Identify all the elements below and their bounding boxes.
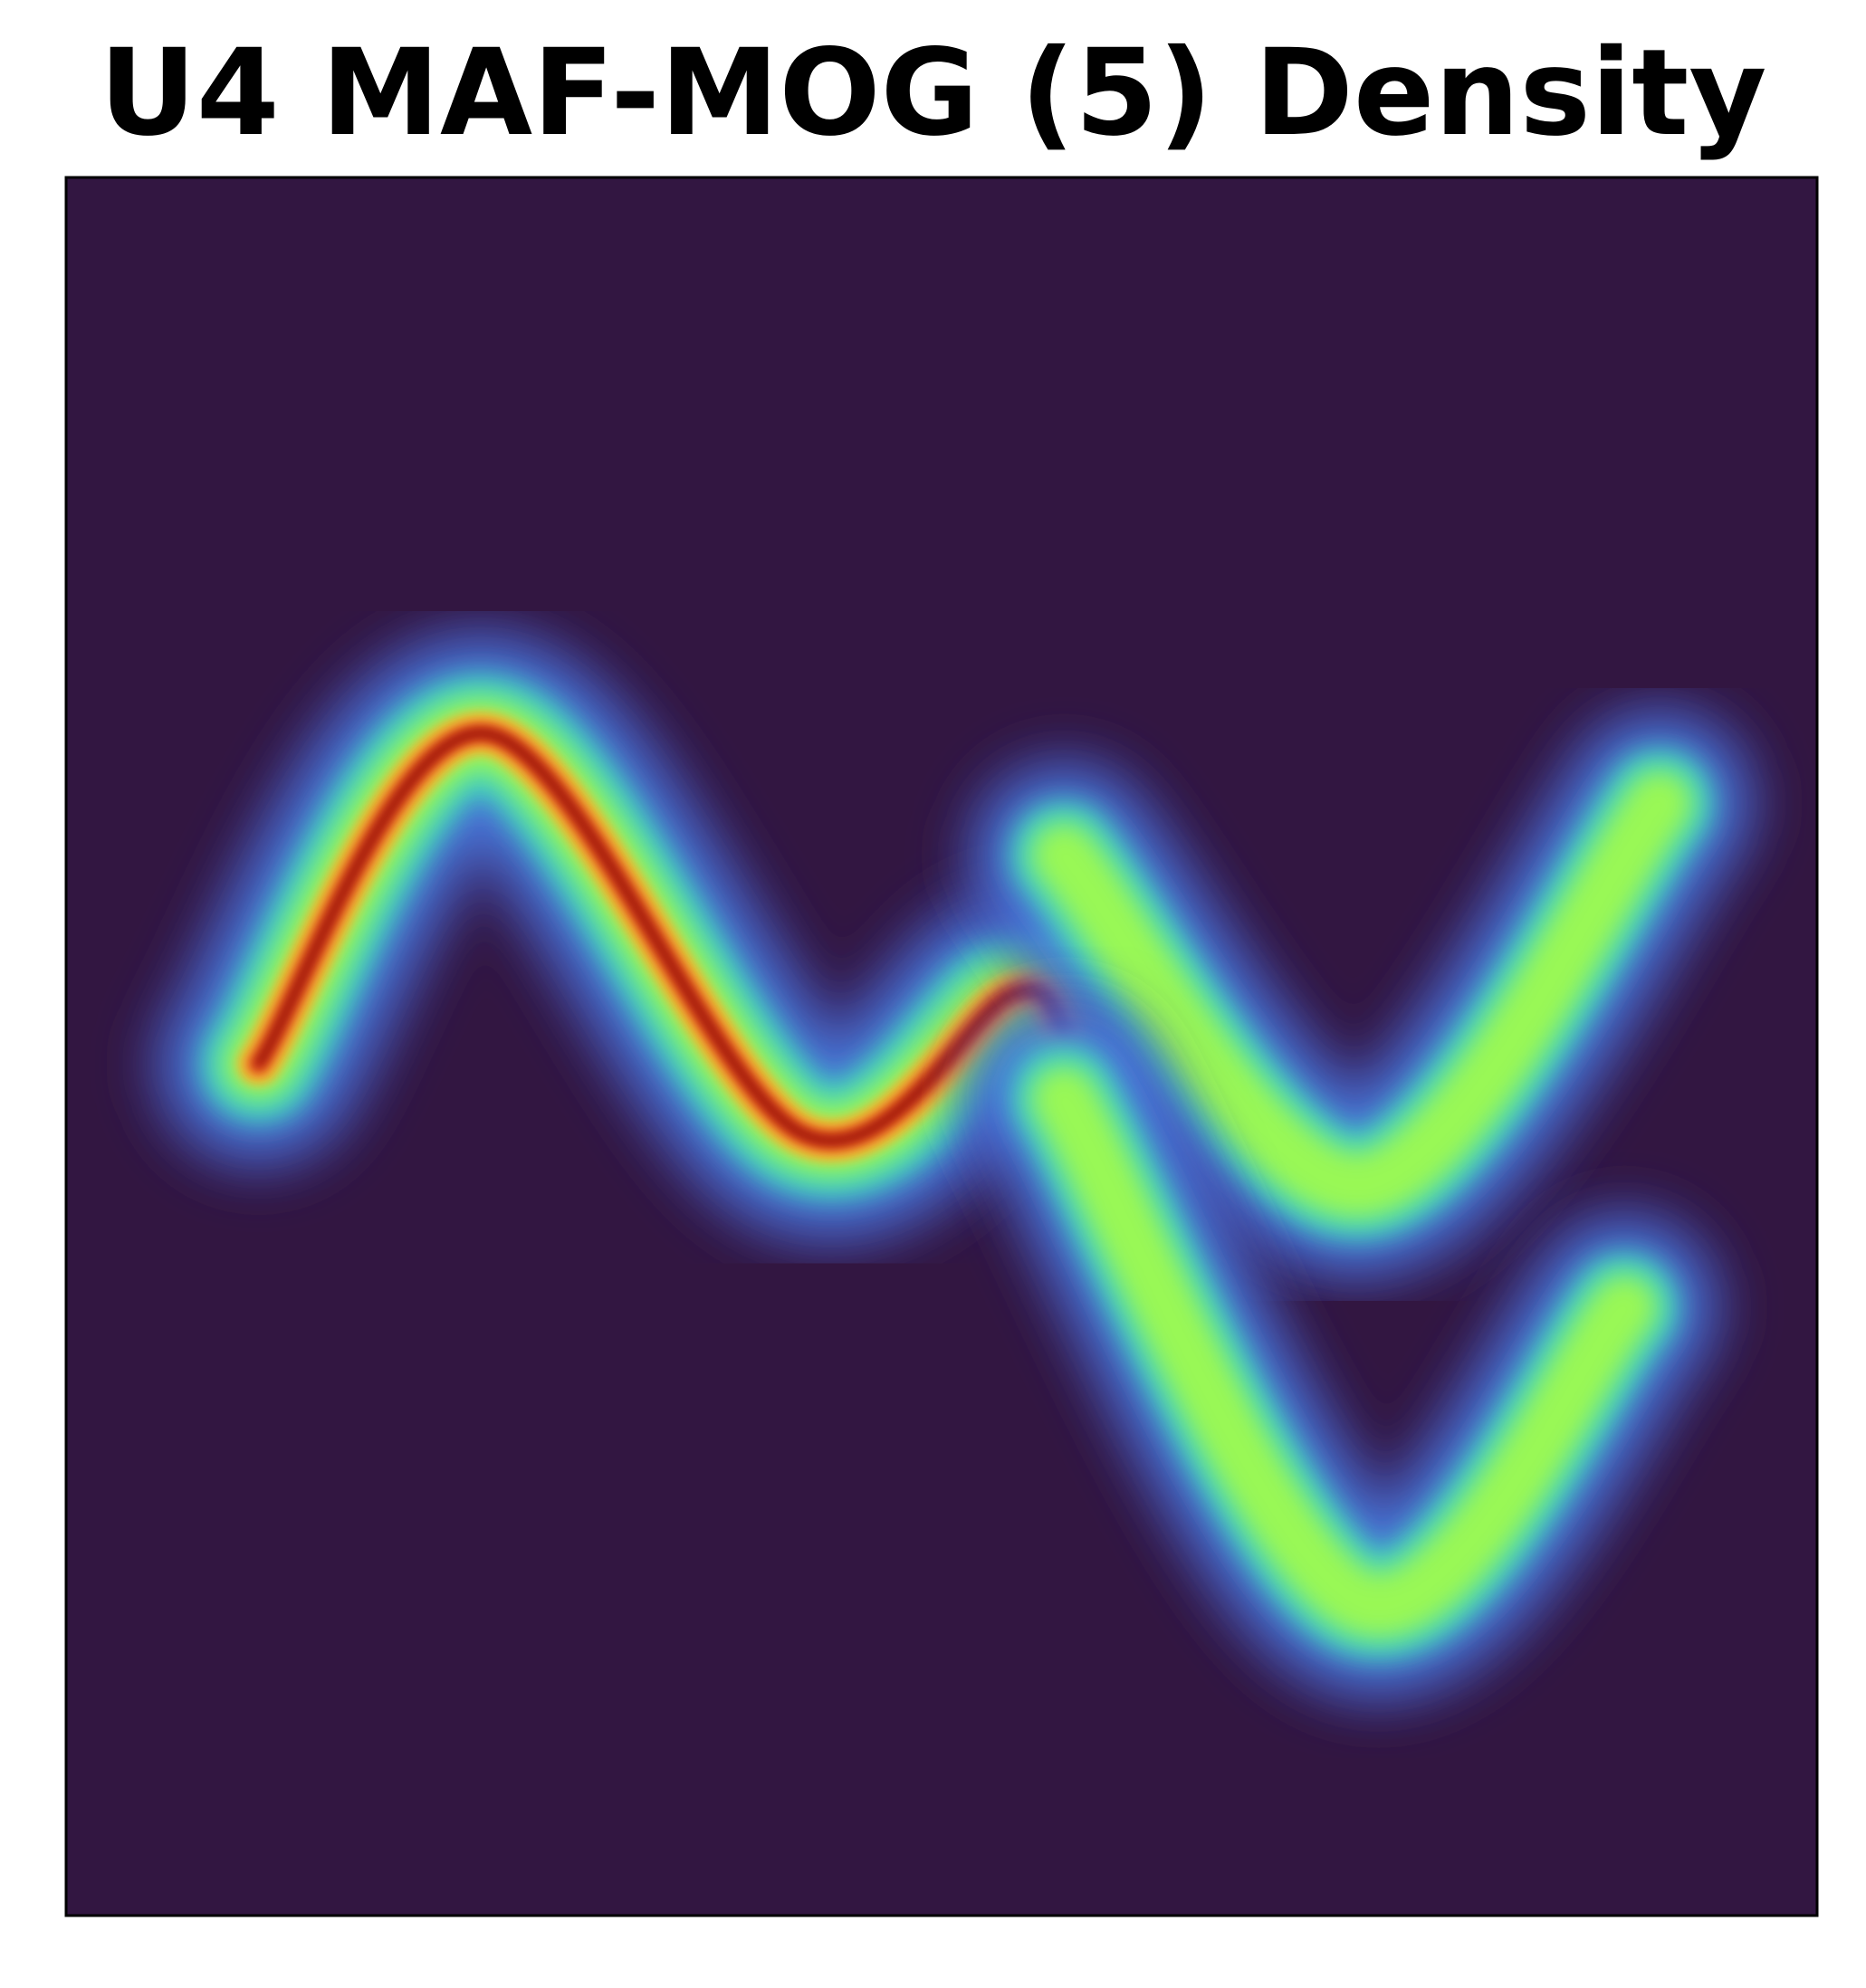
- density-level-7: [254, 729, 1068, 1145]
- chart-title: U4 MAF-MOG (5) Density: [99, 24, 1767, 163]
- density-layers: [140, 616, 1768, 1714]
- density-level-4: [1030, 1065, 1659, 1639]
- density-ridge-2: [955, 694, 1768, 1295]
- density-ridge-3: [955, 990, 1733, 1714]
- density-level-4: [1030, 769, 1693, 1219]
- density-ridge-1: [140, 616, 1182, 1258]
- plot-frame: [64, 176, 1819, 1917]
